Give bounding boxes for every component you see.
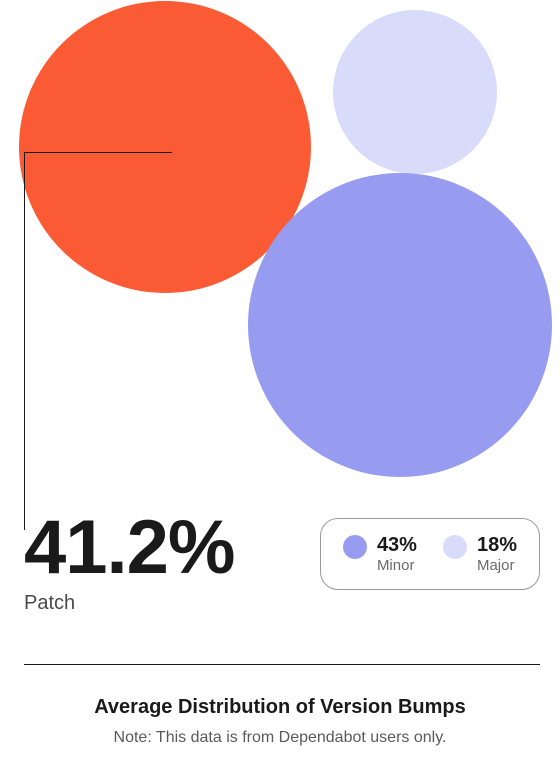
legend-text: 43% Minor [377,533,417,575]
legend-value: 18% [477,533,517,557]
primary-stat: 41.2% Patch [24,510,235,615]
legend-value: 43% [377,533,417,557]
callout-line-horizontal [24,152,172,153]
callout-line-vertical [24,152,25,530]
legend-item-major: 18% Major [443,533,517,575]
primary-label: Patch [24,592,235,615]
legend-label: Major [477,557,517,575]
circle-minor [248,173,552,477]
legend-label: Minor [377,557,417,575]
stats-row: 41.2% Patch 43% Minor 18% Major [24,510,540,615]
footer: Average Distribution of Version Bumps No… [0,696,560,747]
legend-item-minor: 43% Minor [343,533,417,575]
divider [24,664,540,665]
bubble-chart [0,0,560,500]
legend-swatch-minor [343,535,367,559]
circle-major [333,10,497,174]
legend-text: 18% Major [477,533,517,575]
footer-note: Note: This data is from Dependabot users… [0,729,560,747]
legend-swatch-major [443,535,467,559]
primary-value: 41.2% [24,510,235,586]
legend-box: 43% Minor 18% Major [320,518,540,590]
footer-title: Average Distribution of Version Bumps [0,696,560,719]
